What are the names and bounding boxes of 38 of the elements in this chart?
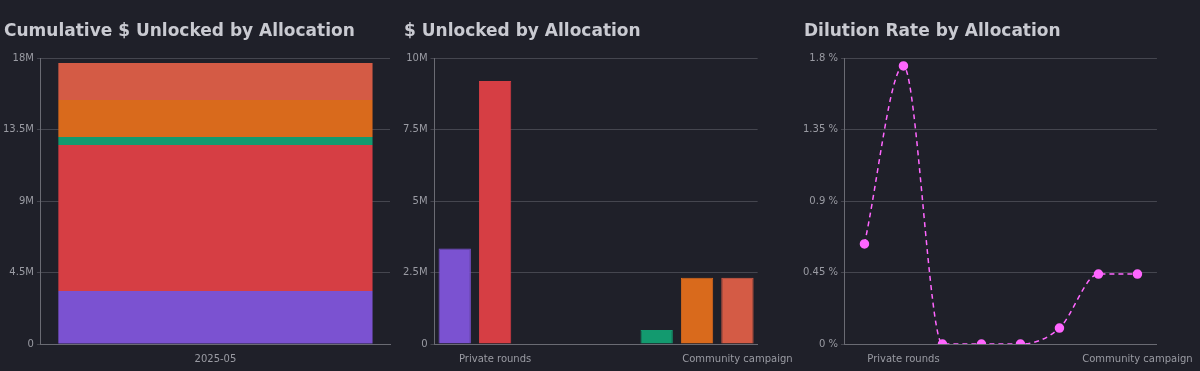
point	[898, 61, 909, 71]
y-tick-label: 1.8 %	[809, 51, 838, 63]
y-tick-label: 4.5M	[9, 266, 34, 278]
bar	[478, 80, 512, 344]
y-tick-label: 1.35 %	[802, 123, 838, 135]
point	[1093, 269, 1104, 279]
y-tick-label: 7.5M	[403, 123, 428, 135]
chart-title: Cumulative $ Unlocked by Allocation	[4, 20, 355, 40]
bar	[58, 291, 373, 344]
y-tick-label: 0 %	[818, 337, 838, 349]
y-tick-label: 0.9 %	[809, 194, 838, 206]
x-tick-label: Private rounds	[458, 352, 532, 364]
chart-title: Dilution Rate by Allocation	[804, 20, 1061, 40]
point	[1054, 323, 1065, 333]
x-tick-label: Community campaign	[682, 352, 793, 364]
y-tick-label: 5M	[412, 194, 428, 206]
point	[1132, 269, 1143, 279]
y-tick-label: 2.5M	[403, 266, 428, 278]
bar	[721, 277, 754, 344]
point	[859, 239, 870, 249]
x-tick-label: Community campaign	[1082, 352, 1193, 364]
y-tick-label: 9M	[18, 194, 34, 206]
y-tick-label: 13.5M	[2, 123, 34, 135]
bar	[58, 99, 373, 137]
y-tick-label: 0	[27, 337, 34, 349]
x-tick-label: Private rounds	[867, 352, 940, 364]
bar	[58, 144, 373, 292]
bar	[640, 329, 673, 344]
bar	[680, 277, 714, 344]
y-tick-label: 10M	[406, 51, 428, 63]
bar	[58, 62, 373, 100]
y-tick-label: 0	[421, 337, 428, 349]
y-tick-label: 18M	[12, 51, 34, 63]
x-tick-label: 2025-05	[194, 352, 237, 364]
bar	[438, 248, 471, 344]
chart-title: $ Unlocked by Allocation	[404, 20, 641, 40]
bar	[58, 136, 373, 145]
y-tick-label: 0.45 %	[802, 266, 838, 278]
